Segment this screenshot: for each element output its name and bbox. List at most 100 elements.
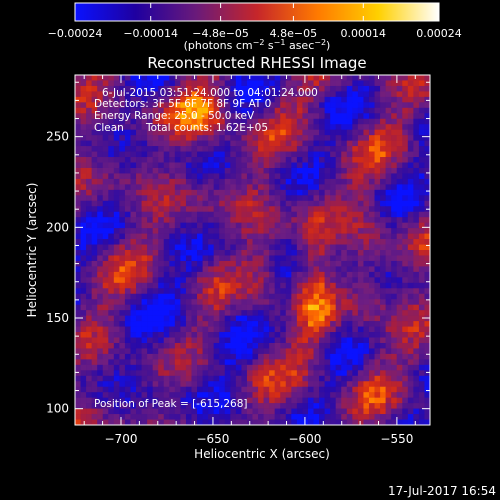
image-pixel <box>313 222 320 229</box>
image-pixel <box>174 113 181 120</box>
image-pixel <box>213 408 220 415</box>
image-pixel <box>296 348 303 355</box>
image-pixel <box>180 310 187 316</box>
image-pixel <box>296 255 303 262</box>
image-pixel <box>213 178 220 185</box>
image-pixel <box>269 282 275 289</box>
image-pixel <box>163 200 170 207</box>
image-pixel <box>291 277 298 284</box>
image-pixel <box>197 364 203 371</box>
image-pixel <box>352 310 359 316</box>
image-pixel <box>407 250 414 256</box>
image-pixel <box>180 217 187 223</box>
image-pixel <box>230 299 237 305</box>
image-pixel <box>75 239 81 245</box>
image-pixel <box>152 304 159 311</box>
image-pixel <box>80 228 87 234</box>
image-pixel <box>97 414 104 420</box>
image-pixel <box>285 217 292 223</box>
image-pixel <box>324 304 331 311</box>
image-pixel <box>374 146 381 152</box>
image-pixel <box>291 146 298 152</box>
image-pixel <box>263 353 270 360</box>
image-pixel <box>185 348 192 355</box>
image-pixel <box>246 381 253 388</box>
image-pixel <box>113 239 120 245</box>
image-pixel <box>291 85 298 92</box>
image-pixel <box>108 200 115 207</box>
image-pixel <box>380 392 386 398</box>
image-pixel <box>363 397 370 404</box>
image-pixel <box>202 250 209 256</box>
image-pixel <box>158 277 165 284</box>
image-pixel <box>330 293 337 300</box>
image-pixel <box>185 337 192 344</box>
image-pixel <box>97 96 104 103</box>
image-pixel <box>86 386 92 393</box>
image-pixel <box>241 315 248 322</box>
image-pixel <box>80 167 87 174</box>
image-pixel <box>158 184 165 191</box>
image-pixel <box>402 211 409 218</box>
image-pixel <box>91 277 98 284</box>
image-pixel <box>75 299 81 305</box>
image-pixel <box>152 107 159 114</box>
image-pixel <box>374 222 381 229</box>
image-pixel <box>363 392 370 398</box>
image-pixel <box>136 304 142 311</box>
image-pixel <box>197 206 203 213</box>
image-pixel <box>158 129 165 136</box>
image-pixel <box>241 135 248 141</box>
image-pixel <box>163 167 170 174</box>
image-pixel <box>202 206 209 213</box>
image-pixel <box>197 304 203 311</box>
image-pixel <box>418 375 425 382</box>
image-pixel <box>113 124 120 130</box>
image-pixel <box>191 157 198 163</box>
image-pixel <box>185 107 192 114</box>
image-pixel <box>330 386 337 393</box>
image-pixel <box>86 315 92 322</box>
image-pixel <box>269 414 275 420</box>
image-pixel <box>191 228 198 234</box>
image-pixel <box>80 271 87 278</box>
image-pixel <box>141 102 148 109</box>
image-pixel <box>241 386 248 393</box>
image-pixel <box>124 189 131 196</box>
image-pixel <box>197 217 203 223</box>
image-pixel <box>302 260 309 267</box>
image-pixel <box>418 321 425 327</box>
image-pixel <box>202 403 209 409</box>
image-pixel <box>374 113 381 120</box>
image-pixel <box>252 381 259 388</box>
image-pixel <box>263 195 270 202</box>
image-pixel <box>102 178 109 185</box>
image-pixel <box>169 337 176 344</box>
image-pixel <box>335 211 342 218</box>
image-pixel <box>319 370 325 377</box>
image-pixel <box>341 80 348 87</box>
image-pixel <box>180 118 187 125</box>
image-pixel <box>307 419 314 426</box>
image-pixel <box>374 397 381 404</box>
image-pixel <box>97 326 104 333</box>
image-pixel <box>180 359 187 366</box>
image-pixel <box>235 244 242 251</box>
image-pixel <box>418 96 425 103</box>
image-pixel <box>374 304 381 311</box>
image-pixel <box>113 157 120 163</box>
image-pixel <box>413 348 420 355</box>
image-pixel <box>158 397 165 404</box>
image-pixel <box>280 189 287 196</box>
image-pixel <box>363 353 370 360</box>
image-pixel <box>346 353 353 360</box>
image-pixel <box>402 370 409 377</box>
image-pixel <box>102 364 109 371</box>
image-pixel <box>191 397 198 404</box>
image-pixel <box>158 217 165 223</box>
image-pixel <box>213 277 220 284</box>
image-pixel <box>385 342 392 349</box>
image-pixel <box>357 304 364 311</box>
image-pixel <box>124 408 131 415</box>
image-pixel <box>86 326 92 333</box>
